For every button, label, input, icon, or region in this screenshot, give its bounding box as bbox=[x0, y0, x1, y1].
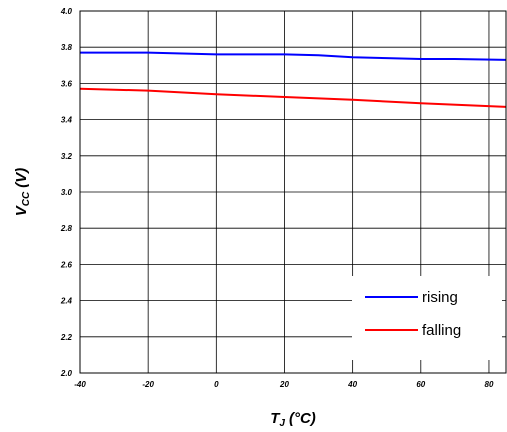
y-tick-label: 3.2 bbox=[61, 152, 73, 161]
y-axis-title-unit: (V) bbox=[13, 168, 30, 188]
y-tick-label: 4.0 bbox=[60, 7, 73, 16]
legend: rising falling bbox=[352, 276, 502, 360]
y-tick-label: 3.0 bbox=[61, 188, 73, 197]
y-axis-title-sub: CC bbox=[21, 191, 32, 206]
grid-lines bbox=[80, 11, 506, 373]
y-axis-title-main: V bbox=[13, 204, 30, 216]
series-layer bbox=[79, 51, 507, 108]
x-tick-label: -40 bbox=[74, 380, 86, 389]
y-tick-labels: 2.0 2.2 2.4 2.6 2.8 3.0 3.2 3.4 3.6 3.8 4.0 bbox=[60, 7, 73, 378]
x-tick-labels: -40 -20 0 20 40 60 80 bbox=[74, 380, 494, 389]
x-tick-label: 80 bbox=[485, 380, 494, 389]
plot-border bbox=[79, 10, 507, 374]
legend-label-falling: falling bbox=[422, 322, 461, 339]
x-tick-label: -20 bbox=[142, 380, 154, 389]
y-tick-label: 2.6 bbox=[60, 260, 73, 269]
y-tick-label: 2.0 bbox=[60, 369, 73, 378]
y-axis-title: VCC (V) bbox=[13, 168, 32, 216]
series-line-rising bbox=[80, 51, 507, 61]
legend-box bbox=[352, 276, 502, 360]
x-axis-title-sub: J bbox=[279, 418, 285, 429]
x-tick-label: 20 bbox=[279, 380, 289, 389]
y-tick-label: 3.4 bbox=[61, 116, 73, 125]
legend-label-rising: rising bbox=[422, 289, 458, 306]
x-tick-label: 60 bbox=[416, 380, 425, 389]
x-tick-label: 0 bbox=[214, 380, 219, 389]
y-tick-label: 2.8 bbox=[60, 224, 73, 233]
y-tick-label: 3.6 bbox=[61, 79, 73, 88]
y-tick-label: 3.8 bbox=[61, 43, 73, 52]
series-line-falling bbox=[79, 87, 507, 108]
y-tick-label: 2.2 bbox=[60, 333, 73, 342]
x-axis-title-main: T bbox=[270, 410, 281, 427]
x-axis-title: TJ (°C) bbox=[270, 410, 316, 429]
y-tick-label: 2.4 bbox=[60, 297, 73, 306]
x-axis-title-unit: (°C) bbox=[289, 410, 316, 427]
x-tick-label: 40 bbox=[347, 380, 357, 389]
